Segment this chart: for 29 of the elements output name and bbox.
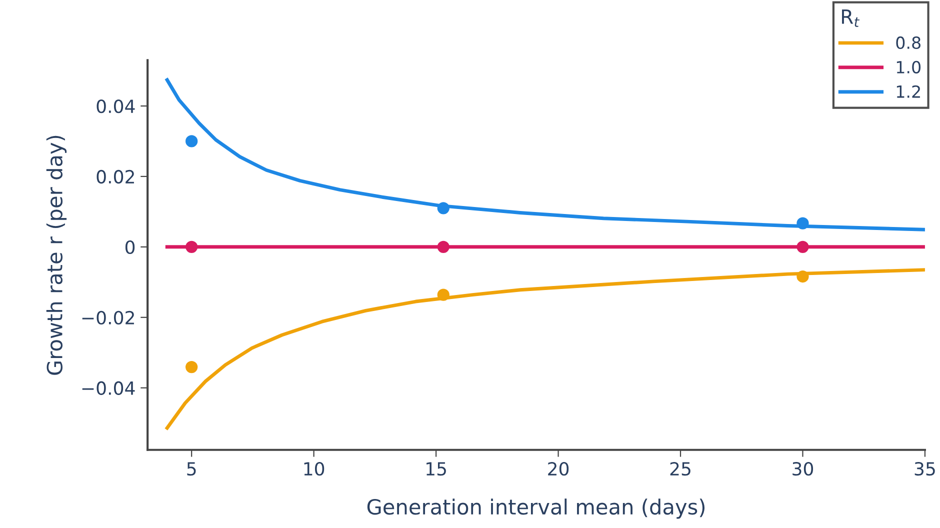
x-tick-label: 35 [914, 462, 935, 476]
x-tick-label: 30 [792, 462, 814, 476]
y-tick-label: 0.02 [96, 170, 134, 184]
legend-title: R$_{t}$ [842, 10, 860, 27]
point [186, 360, 198, 374]
x-tick-label: 20 [548, 462, 569, 476]
y-tick-label: −0.02 [82, 310, 134, 324]
point [186, 240, 198, 253]
y-tick-label: 0 [125, 240, 135, 254]
line-series [165, 268, 925, 430]
point [186, 135, 198, 148]
x-tick-label: 15 [426, 462, 446, 476]
x-tick-label: 25 [670, 462, 690, 476]
point [796, 270, 809, 283]
point [437, 240, 450, 253]
point [437, 202, 450, 214]
y-axis-title: Growth rate r (per day) [46, 136, 67, 375]
legend-label: 0.8 [896, 36, 920, 49]
point [437, 288, 450, 301]
legend-label: 1.0 [896, 60, 921, 74]
x-axis-title: Generation interval mean (days) [367, 498, 704, 519]
point [796, 217, 809, 230]
point [796, 240, 809, 253]
legend-label: 1.2 [896, 85, 920, 98]
x-tick-label: 10 [304, 462, 324, 476]
x-tick-label: 5 [187, 462, 196, 476]
y-tick-label: −0.04 [82, 381, 135, 395]
y-tick-label: 0.04 [96, 99, 135, 114]
line-series [165, 78, 925, 232]
